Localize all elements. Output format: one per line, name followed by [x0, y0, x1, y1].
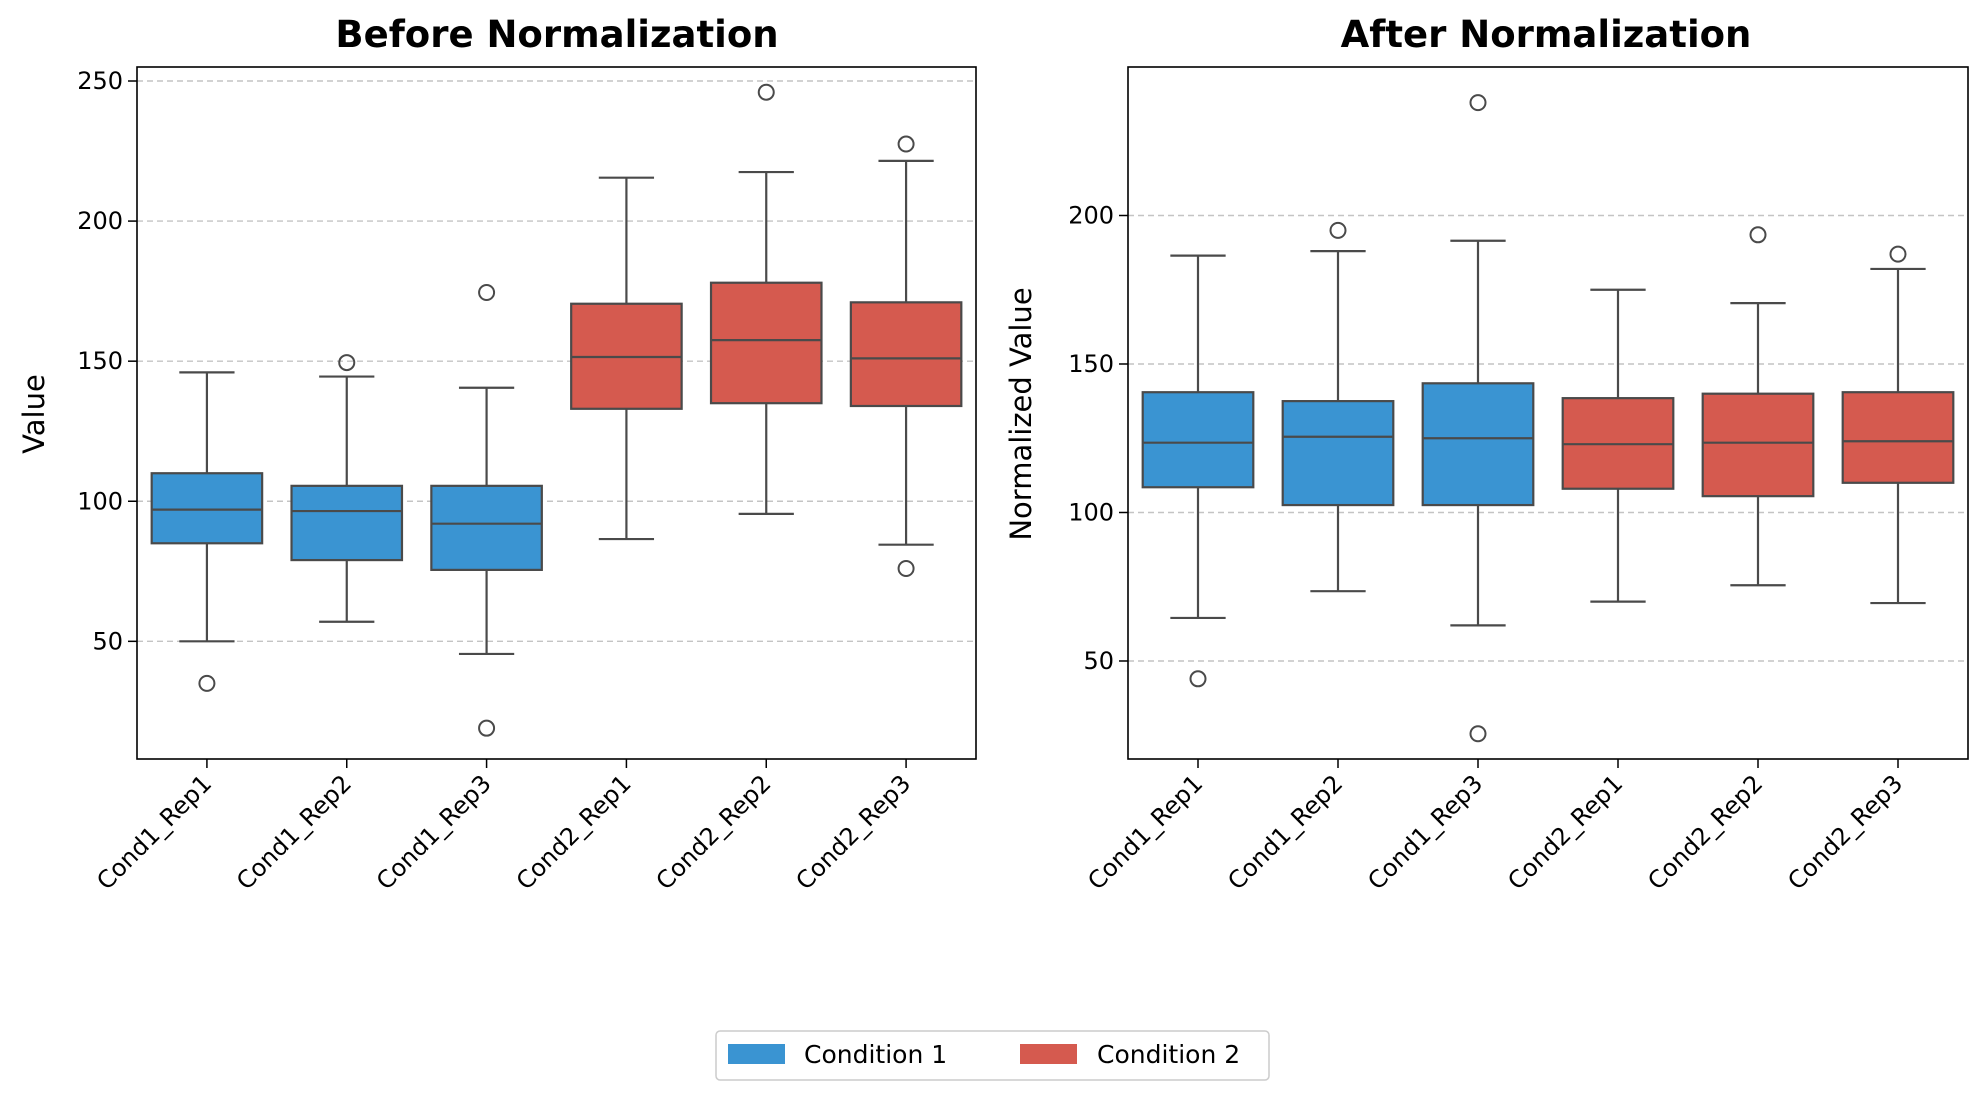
iqr-box — [1141, 391, 1255, 489]
boxes-before — [150, 83, 963, 737]
y-axis-label-after: Normalized Value — [1004, 287, 1038, 540]
y-tick-label: 50 — [1083, 647, 1114, 675]
iqr-box — [1841, 391, 1955, 484]
iqr-box — [290, 484, 404, 562]
outlier-point — [478, 719, 496, 737]
box-cond1-rep1 — [150, 371, 264, 692]
outlier-point — [1189, 670, 1207, 688]
outlier-point — [338, 354, 356, 372]
box-cond2-rep2 — [1701, 226, 1815, 587]
legend-swatch-condition-1 — [728, 1044, 785, 1064]
y-tick-label: 200 — [1068, 201, 1114, 229]
box-cond2-rep3 — [1841, 245, 1955, 605]
legend-label-condition-1: Condition 1 — [804, 1040, 947, 1069]
y-tick-label: 50 — [92, 627, 123, 655]
outlier-point — [1469, 725, 1487, 743]
box-cond2-rep1 — [1561, 288, 1675, 603]
iqr-box — [849, 301, 963, 408]
box-cond1-rep3 — [430, 284, 543, 737]
box-cond2-rep2 — [709, 83, 823, 515]
box-cond2-rep1 — [570, 176, 683, 541]
outlier-point — [478, 284, 496, 302]
outlier-point — [1469, 94, 1487, 112]
outlier-point — [1329, 221, 1347, 239]
box-cond1-rep3 — [1421, 94, 1535, 743]
iqr-box — [1281, 400, 1395, 507]
outlier-point — [897, 135, 915, 153]
legend: Condition 1 Condition 2 — [715, 1030, 1270, 1081]
panel-title-before: Before Normalization — [335, 13, 778, 56]
outlier-point — [1749, 226, 1767, 244]
y-axis-label-before: Value — [17, 374, 51, 454]
plot-frame-before — [136, 66, 977, 760]
boxes-after — [1141, 94, 1955, 743]
outlier-point — [198, 674, 216, 692]
iqr-box — [1421, 382, 1535, 507]
y-ticks-after: 50 100 150 200 — [1068, 201, 1128, 675]
box-cond1-rep2 — [290, 354, 404, 623]
y-tick-label: 150 — [77, 347, 123, 375]
box-cond1-rep2 — [1281, 221, 1395, 593]
plot-frame-after — [1127, 66, 1969, 760]
iqr-box — [709, 281, 823, 405]
gridlines-after — [1128, 214, 1968, 662]
y-tick-label: 200 — [77, 207, 123, 235]
outlier-point — [897, 559, 915, 577]
y-tick-label: 250 — [77, 67, 123, 95]
y-tick-label: 100 — [77, 487, 123, 515]
box-cond2-rep3 — [849, 135, 963, 577]
legend-frame — [715, 1030, 1270, 1081]
iqr-box — [150, 472, 264, 545]
outlier-point — [757, 83, 775, 101]
panel-title-after: After Normalization — [1341, 13, 1752, 56]
iqr-box — [1701, 392, 1815, 498]
iqr-box — [430, 484, 543, 571]
y-ticks-before: 50 100 150 200 250 — [77, 67, 137, 655]
legend-label-condition-2: Condition 2 — [1097, 1040, 1240, 1069]
y-tick-label: 100 — [1068, 498, 1114, 526]
legend-swatch-condition-2 — [1020, 1044, 1077, 1064]
outlier-point — [1889, 245, 1907, 263]
y-tick-label: 150 — [1068, 350, 1114, 378]
box-cond1-rep1 — [1141, 254, 1255, 688]
